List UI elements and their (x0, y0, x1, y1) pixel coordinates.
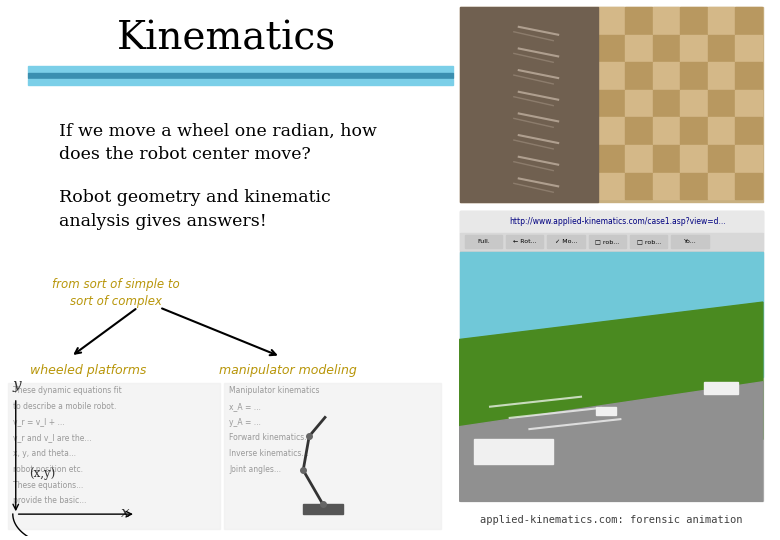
Polygon shape (459, 302, 763, 464)
Bar (597, 173, 624, 199)
Bar (736, 145, 762, 172)
Bar (704, 382, 739, 394)
Bar (625, 7, 651, 33)
Text: x: x (121, 506, 129, 520)
Bar (625, 62, 651, 89)
Bar (625, 173, 651, 199)
Bar (459, 211, 763, 501)
Bar (680, 90, 707, 117)
Bar (680, 173, 707, 199)
Bar (597, 145, 624, 172)
Text: http://www.applied-kinematics.com/case1.asp?view=d...: http://www.applied-kinematics.com/case1.… (509, 217, 725, 226)
Bar (707, 62, 734, 89)
Text: These equations...: These equations... (12, 481, 83, 490)
Bar (589, 234, 626, 248)
Bar (653, 173, 679, 199)
Text: Manipulator kinematics: Manipulator kinematics (229, 386, 320, 395)
Text: Inverse kinematics...: Inverse kinematics... (229, 449, 309, 458)
Text: v_r and v_l are the...: v_r and v_l are the... (12, 433, 91, 442)
Bar (27, 73, 453, 78)
Bar (27, 79, 453, 85)
Bar (707, 145, 734, 172)
Bar (597, 90, 624, 117)
Text: □ rob...: □ rob... (636, 239, 661, 244)
Bar (736, 35, 762, 62)
Bar (736, 173, 762, 199)
Bar (653, 62, 679, 89)
Bar (680, 117, 707, 144)
Bar (630, 234, 668, 248)
Text: from sort of simple to
sort of complex: from sort of simple to sort of complex (52, 278, 180, 308)
Bar (8, 383, 219, 529)
Text: Forward kinematics...: Forward kinematics... (229, 433, 312, 442)
Bar (459, 211, 763, 233)
Bar (707, 7, 734, 33)
Bar (459, 7, 763, 202)
Text: ✓ Mo...: ✓ Mo... (555, 239, 577, 244)
Text: Robot geometry and kinematic
analysis gives answers!: Robot geometry and kinematic analysis gi… (59, 190, 331, 230)
Text: y: y (12, 378, 21, 392)
Text: v_r = v_l + ...: v_r = v_l + ... (12, 417, 65, 427)
Text: wheeled platforms: wheeled platforms (30, 363, 146, 376)
Bar (625, 90, 651, 117)
Bar (27, 66, 453, 73)
Text: manipulator modeling: manipulator modeling (218, 363, 356, 376)
Bar (459, 233, 763, 251)
Bar (459, 252, 763, 377)
Text: x, y, and theta...: x, y, and theta... (12, 449, 76, 458)
Text: ← Rot...: ← Rot... (513, 239, 537, 244)
Bar (225, 383, 441, 529)
Text: □ rob...: □ rob... (595, 239, 619, 244)
Bar (653, 35, 679, 62)
Bar (625, 145, 651, 172)
Text: to describe a mobile robot.: to describe a mobile robot. (12, 402, 116, 411)
Bar (736, 7, 762, 33)
Text: robot position etc.: robot position etc. (12, 465, 83, 474)
Bar (597, 7, 624, 33)
Text: Yo...: Yo... (684, 239, 697, 244)
Bar (680, 145, 707, 172)
Bar (596, 407, 616, 415)
Text: x_A = ...: x_A = ... (229, 402, 261, 411)
Bar (680, 7, 707, 33)
Bar (680, 35, 707, 62)
Bar (653, 7, 679, 33)
Bar (653, 90, 679, 117)
Bar (707, 117, 734, 144)
Text: provide the basic...: provide the basic... (12, 496, 86, 505)
Bar (653, 117, 679, 144)
Text: Joint angles...: Joint angles... (229, 465, 282, 474)
Bar (465, 234, 502, 248)
Text: (x,y): (x,y) (30, 467, 56, 480)
Text: Full.: Full. (477, 239, 490, 244)
Bar (459, 7, 597, 202)
Bar (597, 117, 624, 144)
Bar (597, 35, 624, 62)
Text: These dynamic equations fit: These dynamic equations fit (12, 386, 122, 395)
Bar (597, 62, 624, 89)
Text: If we move a wheel one radian, how
does the robot center move?: If we move a wheel one radian, how does … (59, 123, 377, 163)
Text: applied-kinematics.com: forensic animation: applied-kinematics.com: forensic animati… (480, 515, 743, 525)
Bar (625, 35, 651, 62)
Bar (672, 234, 709, 248)
Bar (736, 62, 762, 89)
Bar (736, 90, 762, 117)
Bar (548, 234, 585, 248)
Text: Kinematics: Kinematics (117, 20, 336, 57)
Polygon shape (459, 382, 763, 501)
Bar (707, 173, 734, 199)
Bar (736, 117, 762, 144)
Bar (474, 439, 553, 464)
Bar (707, 35, 734, 62)
Text: y_A = ...: y_A = ... (229, 417, 261, 427)
Bar (653, 145, 679, 172)
Bar (625, 117, 651, 144)
Bar (303, 504, 342, 514)
Bar (506, 234, 544, 248)
Bar (680, 62, 707, 89)
Bar (707, 90, 734, 117)
